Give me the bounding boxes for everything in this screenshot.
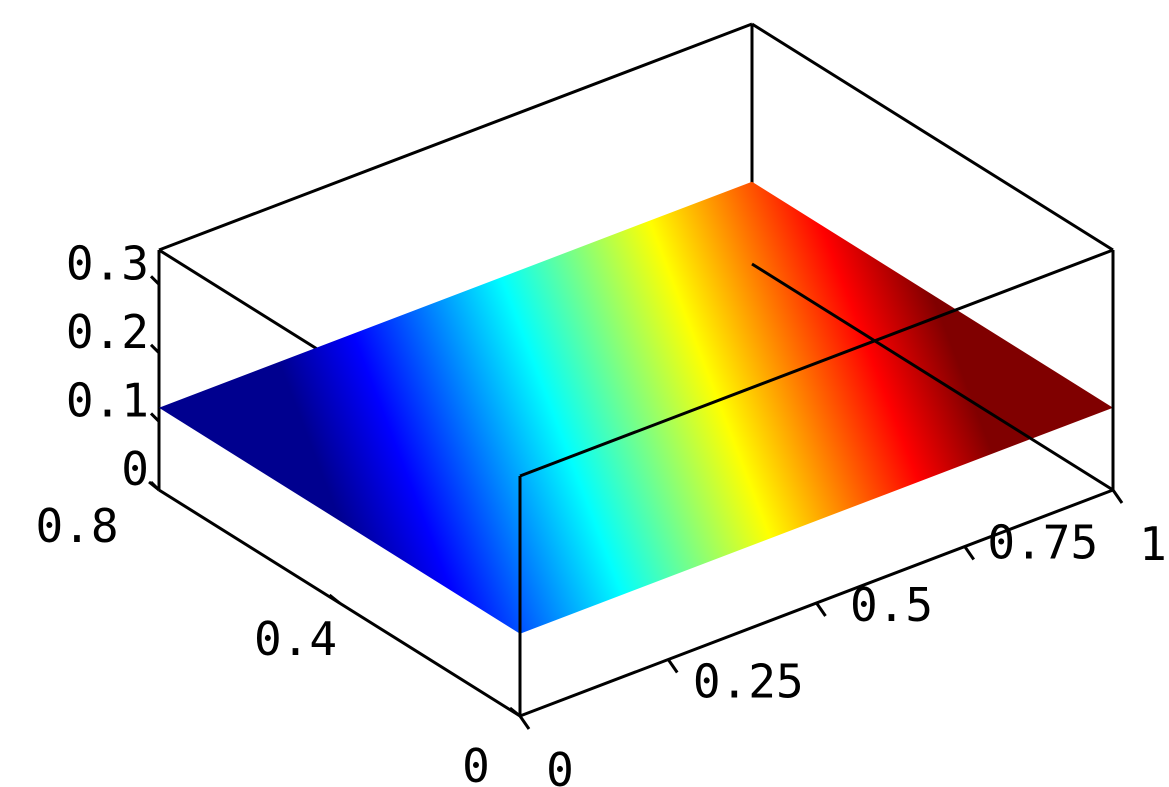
x-tick-label: 0.75 bbox=[987, 516, 1098, 570]
box-edge-x-top-back bbox=[158, 22, 753, 252]
y-tick-label: 0 bbox=[462, 739, 490, 787]
tick-labels: 00.250.50.75 100.40.800.10.20.3 bbox=[35, 236, 1166, 787]
y-tick-label: 0.8 bbox=[35, 499, 118, 553]
y-tick-mark bbox=[509, 706, 521, 718]
tick-marks bbox=[148, 275, 1124, 730]
box-edge-y-bottom-right bbox=[751, 262, 1114, 492]
z-tick-mark bbox=[149, 343, 161, 354]
x-tick-label: 0 bbox=[546, 743, 574, 787]
x-tick-mark bbox=[518, 715, 531, 730]
z-tick-mark bbox=[149, 412, 161, 423]
x-tick-mark bbox=[667, 658, 679, 674]
x-tick-mark bbox=[1111, 489, 1124, 504]
z-tick-label: 0.2 bbox=[66, 305, 149, 359]
z-tick-label: 0.3 bbox=[66, 236, 149, 290]
z-tick-mark bbox=[149, 275, 161, 286]
x-tick-label: 1 bbox=[1139, 517, 1167, 571]
box-edge-y-top-right bbox=[751, 22, 1114, 252]
x-tick-label: 0.25 bbox=[693, 655, 804, 709]
z-tick-mark bbox=[149, 480, 161, 492]
y-tick-mark bbox=[328, 593, 341, 605]
y-tick-label: 0.4 bbox=[254, 612, 337, 666]
z-tick-label: 0 bbox=[121, 442, 149, 496]
x-tick-mark bbox=[815, 602, 827, 617]
z-tick-label: 0.1 bbox=[66, 373, 149, 427]
box-edge-x-top-front bbox=[519, 248, 1114, 478]
x-tick-mark bbox=[963, 545, 975, 561]
surface-plane bbox=[159, 181, 1113, 634]
x-tick-label: 0.5 bbox=[850, 578, 933, 632]
